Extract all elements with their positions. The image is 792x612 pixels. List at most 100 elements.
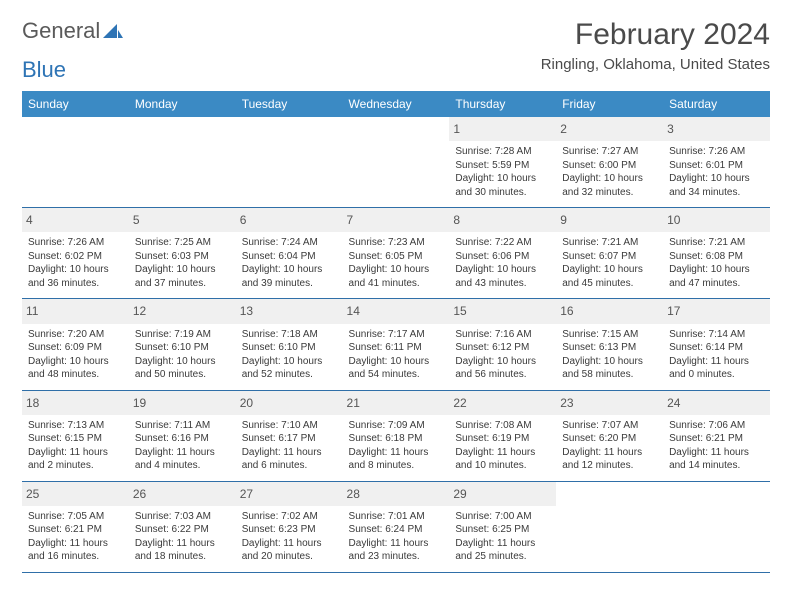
day-cell — [663, 481, 770, 572]
daylight-line-1: Daylight: 10 hours — [349, 263, 444, 277]
sunrise-line: Sunrise: 7:21 AM — [669, 236, 764, 250]
daylight-line-2: and 52 minutes. — [242, 368, 337, 382]
daylight-line-2: and 45 minutes. — [562, 277, 657, 291]
sunrise-line: Sunrise: 7:16 AM — [455, 328, 550, 342]
day-cell: 1Sunrise: 7:28 AMSunset: 5:59 PMDaylight… — [449, 117, 556, 208]
sunrise-line: Sunrise: 7:02 AM — [242, 510, 337, 524]
sunrise-line: Sunrise: 7:15 AM — [562, 328, 657, 342]
daylight-line-1: Daylight: 10 hours — [455, 263, 550, 277]
sunset-line: Sunset: 6:19 PM — [455, 432, 550, 446]
day-number: 4 — [22, 208, 129, 232]
sunset-line: Sunset: 6:08 PM — [669, 250, 764, 264]
sunrise-line: Sunrise: 7:01 AM — [349, 510, 444, 524]
dow-sunday: Sunday — [22, 91, 129, 117]
brand-sail-icon — [103, 18, 123, 44]
daylight-line-1: Daylight: 11 hours — [669, 355, 764, 369]
daylight-line-2: and 56 minutes. — [455, 368, 550, 382]
day-data: Sunrise: 7:05 AMSunset: 6:21 PMDaylight:… — [26, 510, 125, 564]
daylight-line-1: Daylight: 10 hours — [455, 355, 550, 369]
sunrise-line: Sunrise: 7:22 AM — [455, 236, 550, 250]
daylight-line-2: and 14 minutes. — [669, 459, 764, 473]
day-number: 26 — [129, 482, 236, 506]
day-number: 25 — [22, 482, 129, 506]
daylight-line-2: and 6 minutes. — [242, 459, 337, 473]
day-data: Sunrise: 7:25 AMSunset: 6:03 PMDaylight:… — [133, 236, 232, 290]
day-cell: 12 Sunrise: 7:19 AMSunset: 6:10 PMDayligh… — [129, 299, 236, 390]
daylight-line-2: and 32 minutes. — [562, 186, 657, 200]
day-number: 10 — [663, 208, 770, 232]
daylight-line-2: and 54 minutes. — [349, 368, 444, 382]
daylight-line-1: Daylight: 11 hours — [242, 446, 337, 460]
day-cell: 24Sunrise: 7:06 AMSunset: 6:21 PMDayligh… — [663, 390, 770, 481]
day-cell: 17Sunrise: 7:14 AMSunset: 6:14 PMDayligh… — [663, 299, 770, 390]
day-number: 9 — [556, 208, 663, 232]
sunset-line: Sunset: 6:02 PM — [28, 250, 123, 264]
sunrise-line: Sunrise: 7:11 AM — [135, 419, 230, 433]
daylight-line-1: Daylight: 11 hours — [562, 446, 657, 460]
sunset-line: Sunset: 6:00 PM — [562, 159, 657, 173]
daylight-line-1: Daylight: 10 hours — [562, 355, 657, 369]
day-number: 22 — [449, 391, 556, 415]
sunset-line: Sunset: 6:21 PM — [28, 523, 123, 537]
day-data: Sunrise: 7:00 AMSunset: 6:25 PMDaylight:… — [453, 510, 552, 564]
daylight-line-1: Daylight: 10 hours — [135, 355, 230, 369]
day-cell: 27Sunrise: 7:02 AMSunset: 6:23 PMDayligh… — [236, 481, 343, 572]
location: Ringling, Oklahoma, United States — [541, 56, 770, 73]
day-number: 27 — [236, 482, 343, 506]
sunset-line: Sunset: 5:59 PM — [455, 159, 550, 173]
daylight-line-2: and 43 minutes. — [455, 277, 550, 291]
day-number: 14 — [343, 299, 450, 323]
daylight-line-2: and 30 minutes. — [455, 186, 550, 200]
sunset-line: Sunset: 6:13 PM — [562, 341, 657, 355]
sunset-line: Sunset: 6:10 PM — [242, 341, 337, 355]
day-data: Sunrise: 7:18 AMSunset: 6:10 PMDaylight:… — [240, 328, 339, 382]
sunset-line: Sunset: 6:23 PM — [242, 523, 337, 537]
daylight-line-2: and 48 minutes. — [28, 368, 123, 382]
sunrise-line: Sunrise: 7:26 AM — [28, 236, 123, 250]
daylight-line-1: Daylight: 10 hours — [669, 263, 764, 277]
day-cell: 11Sunrise: 7:20 AMSunset: 6:09 PMDayligh… — [22, 299, 129, 390]
day-number: 13 — [236, 299, 343, 323]
daylight-line-1: Daylight: 11 hours — [28, 537, 123, 551]
sunset-line: Sunset: 6:12 PM — [455, 341, 550, 355]
day-data: Sunrise: 7:13 AMSunset: 6:15 PMDaylight:… — [26, 419, 125, 473]
day-cell: 20Sunrise: 7:10 AMSunset: 6:17 PMDayligh… — [236, 390, 343, 481]
day-cell: 18 Sunrise: 7:13 AMSunset: 6:15 PMDayligh… — [22, 390, 129, 481]
day-number: 8 — [449, 208, 556, 232]
sunset-line: Sunset: 6:05 PM — [349, 250, 444, 264]
dow-saturday: Saturday — [663, 91, 770, 117]
day-data: Sunrise: 7:23 AMSunset: 6:05 PMDaylight:… — [347, 236, 446, 290]
week-row: 25 Sunrise: 7:05 AMSunset: 6:21 PMDayligh… — [22, 481, 770, 572]
sunrise-line: Sunrise: 7:19 AM — [135, 328, 230, 342]
week-row: 1Sunrise: 7:28 AMSunset: 5:59 PMDaylight… — [22, 117, 770, 208]
day-number: 18 — [22, 391, 129, 415]
daylight-line-2: and 37 minutes. — [135, 277, 230, 291]
daylight-line-2: and 39 minutes. — [242, 277, 337, 291]
sunset-line: Sunset: 6:07 PM — [562, 250, 657, 264]
sunrise-line: Sunrise: 7:14 AM — [669, 328, 764, 342]
sunset-line: Sunset: 6:22 PM — [135, 523, 230, 537]
daylight-line-1: Daylight: 11 hours — [135, 537, 230, 551]
day-number: 12 — [129, 299, 236, 323]
daylight-line-2: and 36 minutes. — [28, 277, 123, 291]
day-cell: 16Sunrise: 7:15 AMSunset: 6:13 PMDayligh… — [556, 299, 663, 390]
day-cell: 13 Sunrise: 7:18 AMSunset: 6:10 PMDayligh… — [236, 299, 343, 390]
day-cell: 6Sunrise: 7:24 AMSunset: 6:04 PMDaylight… — [236, 208, 343, 299]
day-cell: 19Sunrise: 7:11 AMSunset: 6:16 PMDayligh… — [129, 390, 236, 481]
day-cell: 2Sunrise: 7:27 AMSunset: 6:00 PMDaylight… — [556, 117, 663, 208]
day-number: 11 — [22, 299, 129, 323]
daylight-line-1: Daylight: 10 hours — [28, 263, 123, 277]
sunset-line: Sunset: 6:10 PM — [135, 341, 230, 355]
day-data: Sunrise: 7:09 AMSunset: 6:18 PMDaylight:… — [347, 419, 446, 473]
sunset-line: Sunset: 6:17 PM — [242, 432, 337, 446]
sunset-line: Sunset: 6:25 PM — [455, 523, 550, 537]
daylight-line-1: Daylight: 11 hours — [455, 446, 550, 460]
day-data: Sunrise: 7:21 AMSunset: 6:07 PMDaylight:… — [560, 236, 659, 290]
day-cell: 26Sunrise: 7:03 AMSunset: 6:22 PMDayligh… — [129, 481, 236, 572]
daylight-line-1: Daylight: 11 hours — [28, 446, 123, 460]
daylight-line-2: and 50 minutes. — [135, 368, 230, 382]
brand-name-b: Blue — [22, 57, 66, 83]
day-number: 28 — [343, 482, 450, 506]
day-data: Sunrise: 7:14 AMSunset: 6:14 PMDaylight:… — [667, 328, 766, 382]
day-cell: 29Sunrise: 7:00 AMSunset: 6:25 PMDayligh… — [449, 481, 556, 572]
